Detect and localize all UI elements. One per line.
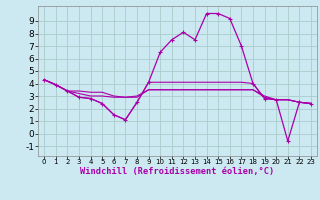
X-axis label: Windchill (Refroidissement éolien,°C): Windchill (Refroidissement éolien,°C) (80, 167, 275, 176)
